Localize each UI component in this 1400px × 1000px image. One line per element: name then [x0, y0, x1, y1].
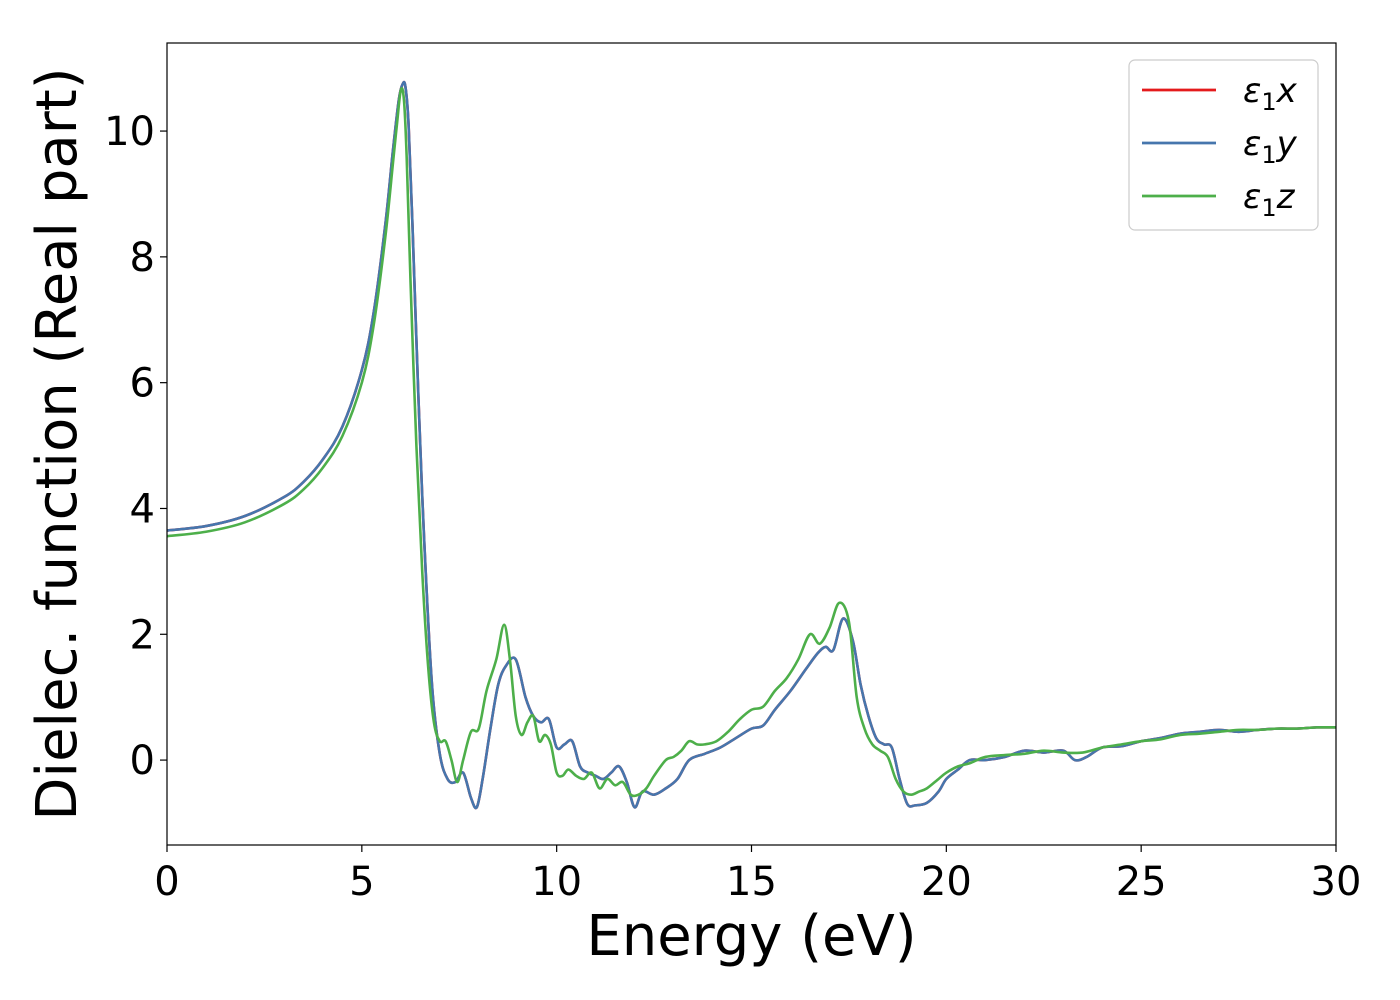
x-tick-label: 5: [349, 859, 374, 905]
y-tick-label: 6: [130, 361, 155, 407]
y-tick-label: 8: [130, 235, 155, 281]
series-line-z: [167, 87, 1336, 798]
x-axis-ticks: 0 5 10 15 20 25 30: [154, 845, 1361, 905]
legend-label: ε1x: [1243, 71, 1298, 116]
y-tick-label: 10: [104, 109, 155, 155]
x-tick-label: 0: [154, 859, 179, 905]
legend-label: ε1y: [1243, 124, 1298, 169]
y-tick-label: 0: [130, 738, 155, 784]
series-line-y: [167, 80, 1336, 810]
x-tick-label: 25: [1116, 859, 1167, 905]
legend-item-y: ε1y: [1142, 124, 1298, 169]
y-tick-label: 2: [130, 612, 155, 658]
x-tick-label: 15: [726, 859, 777, 905]
y-tick-label: 4: [130, 486, 155, 532]
legend-label: ε1z: [1243, 177, 1296, 222]
x-tick-label: 20: [921, 859, 972, 905]
series-layer: [167, 80, 1336, 810]
legend-item-x: ε1x: [1142, 71, 1298, 116]
legend: ε1x ε1y ε1z: [1128, 59, 1319, 231]
x-tick-label: 10: [531, 859, 582, 905]
legend-box: [1128, 59, 1319, 231]
x-axis-title: Energy (eV): [586, 904, 916, 969]
y-axis-title: Dielec. function (Real part): [25, 67, 90, 820]
x-tick-label: 30: [1311, 859, 1362, 905]
legend-item-z: ε1z: [1142, 177, 1296, 222]
y-axis-ticks: 0 2 4 6 8 10: [104, 109, 167, 784]
